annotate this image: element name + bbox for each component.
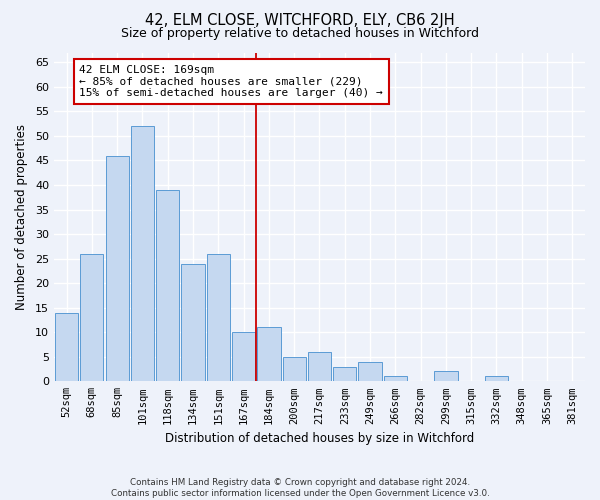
Bar — [232, 332, 255, 382]
Bar — [333, 366, 356, 382]
Y-axis label: Number of detached properties: Number of detached properties — [15, 124, 28, 310]
Bar — [257, 328, 281, 382]
Bar — [156, 190, 179, 382]
Bar — [55, 312, 78, 382]
Bar — [206, 254, 230, 382]
Text: 42 ELM CLOSE: 169sqm
← 85% of detached houses are smaller (229)
15% of semi-deta: 42 ELM CLOSE: 169sqm ← 85% of detached h… — [79, 65, 383, 98]
Bar — [283, 357, 306, 382]
Text: 42, ELM CLOSE, WITCHFORD, ELY, CB6 2JH: 42, ELM CLOSE, WITCHFORD, ELY, CB6 2JH — [145, 12, 455, 28]
Text: Contains HM Land Registry data © Crown copyright and database right 2024.
Contai: Contains HM Land Registry data © Crown c… — [110, 478, 490, 498]
Bar — [383, 376, 407, 382]
Bar — [106, 156, 129, 382]
Text: Size of property relative to detached houses in Witchford: Size of property relative to detached ho… — [121, 28, 479, 40]
Bar — [434, 372, 458, 382]
Bar — [358, 362, 382, 382]
Bar — [80, 254, 103, 382]
Bar — [485, 376, 508, 382]
Bar — [308, 352, 331, 382]
Bar — [131, 126, 154, 382]
Bar — [181, 264, 205, 382]
X-axis label: Distribution of detached houses by size in Witchford: Distribution of detached houses by size … — [165, 432, 474, 445]
